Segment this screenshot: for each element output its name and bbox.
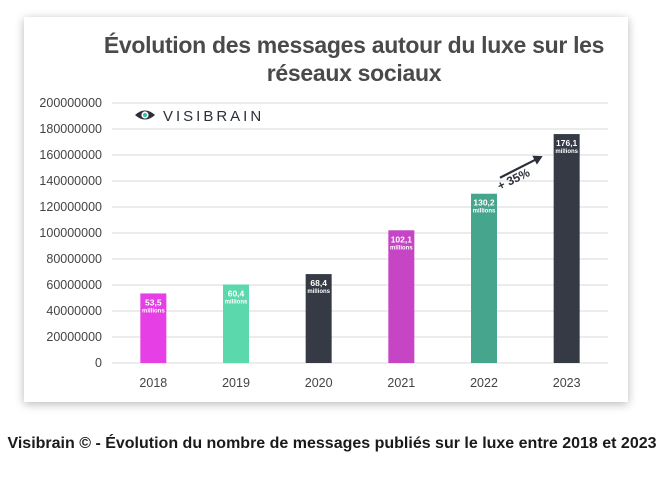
data-label-unit: millions (390, 245, 413, 251)
x-tick-label: 2018 (139, 376, 167, 390)
data-label-value: 53,5 (145, 297, 162, 307)
bar-2023 (553, 134, 580, 363)
bar-2022 (471, 193, 497, 363)
data-label-unit: millions (142, 308, 165, 314)
x-tick-label: 2022 (470, 376, 498, 390)
y-tick-label: 140000000 (39, 174, 102, 188)
x-tick-label: 2023 (553, 376, 581, 390)
x-tick-label: 2019 (222, 376, 250, 390)
y-tick-label: 200000000 (39, 96, 102, 110)
bar-2019 (223, 284, 249, 363)
data-label-unit: millions (225, 299, 248, 305)
data-label-value: 60,4 (228, 288, 245, 298)
data-label-value: 130,2 (473, 198, 495, 208)
y-tick-label: 100000000 (39, 226, 102, 240)
logo-text: VISIBRAIN (163, 108, 264, 125)
data-label-unit: millions (473, 209, 496, 215)
bar-chart: 2000000001800000001600000001400000001200… (39, 96, 608, 390)
bar-2021 (388, 230, 415, 363)
x-tick-label: 2020 (305, 376, 333, 390)
growth-annotation: + 35% (495, 165, 532, 193)
data-label-value: 102,1 (391, 234, 413, 244)
data-label-unit: millions (307, 289, 330, 295)
bar-2020 (305, 274, 332, 363)
figure-caption: Visibrain © - Évolution du nombre de mes… (7, 435, 657, 452)
y-tick-label: 160000000 (39, 148, 102, 162)
y-tick-label: 20000000 (46, 330, 102, 344)
y-tick-label: 80000000 (46, 252, 102, 266)
growth-arrow (499, 158, 538, 179)
y-tick-label: 180000000 (39, 122, 102, 136)
bar-2018 (140, 293, 167, 363)
x-tick-label: 2021 (387, 376, 415, 390)
y-tick-label: 0 (95, 356, 102, 370)
y-tick-label: 120000000 (39, 200, 102, 214)
chart-card: Évolution des messages autour du luxe su… (24, 17, 628, 402)
y-tick-label: 40000000 (46, 304, 102, 318)
arrow-head-icon (532, 155, 543, 165)
data-label-value: 68,4 (310, 278, 327, 288)
eye-iris (143, 113, 147, 117)
eye-icon (135, 110, 155, 120)
data-label-value: 176,1 (556, 138, 578, 148)
chart-title: Évolution des messages autour du luxe su… (103, 32, 605, 86)
y-tick-label: 60000000 (46, 278, 102, 292)
data-label-unit: millions (555, 149, 578, 155)
